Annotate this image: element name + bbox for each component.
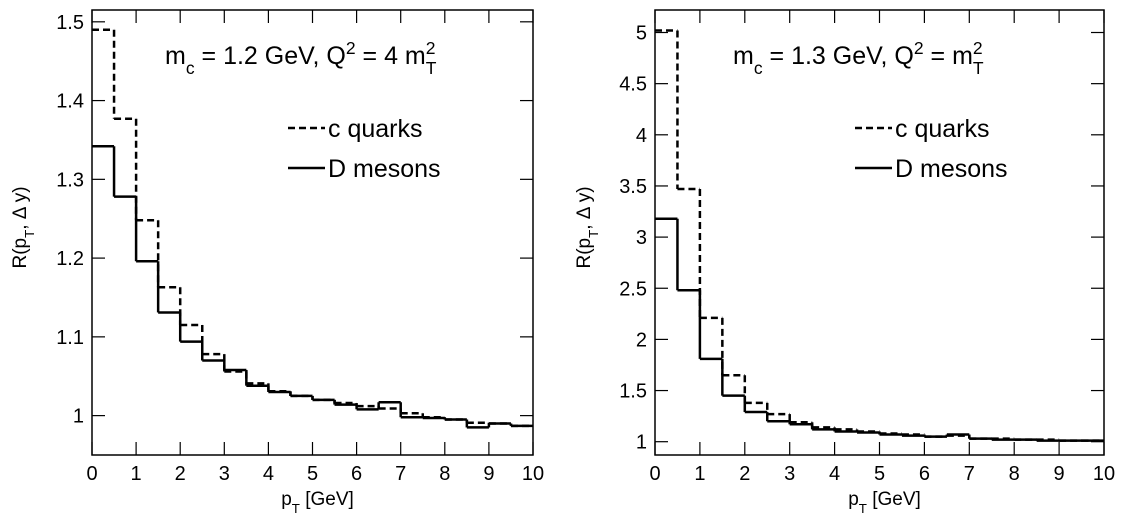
y-tick-label: 1.4	[56, 91, 84, 113]
text-part: T	[292, 501, 300, 516]
text-part: 2	[973, 38, 983, 58]
text-part: [GeV]	[867, 489, 921, 510]
text-part: T	[426, 58, 437, 78]
x-tick-label: 10	[522, 463, 544, 485]
text-part: T	[973, 58, 984, 78]
x-tick-label: 5	[874, 463, 885, 485]
x-tick-label: 7	[964, 463, 975, 485]
x-tick-label: 0	[649, 463, 660, 485]
text-part: = 1.3 GeV, Q	[763, 42, 914, 70]
y-tick-label: 3	[636, 227, 647, 249]
text-part: p	[281, 489, 292, 510]
legend-label: c quarks	[895, 115, 989, 143]
text-part: = m	[924, 42, 973, 70]
chart-panel: c quarks D mesons 1 1.1 1.2 1.3 1.4 1.5 0 1 2 3 4 5 6 7…	[10, 9, 544, 516]
y-tick-label: 1.5	[56, 12, 84, 34]
x-tick-label: 4	[829, 463, 840, 485]
y-tick-label: 1	[636, 432, 647, 454]
y-tick-label: 3.5	[619, 176, 647, 198]
annotation: mc = 1.2 GeV, Q2 = 4 m2 T	[165, 38, 437, 78]
y-tick-label: 1.5	[619, 381, 647, 403]
text-part: T	[859, 501, 867, 516]
text-part: 2	[426, 38, 436, 58]
x-tick-label: 2	[175, 463, 186, 485]
text-part: 2	[914, 38, 924, 58]
text-part: [GeV]	[300, 489, 354, 510]
x-tick-label: 5	[307, 463, 318, 485]
x-axis-label: pT [GeV]	[848, 489, 921, 516]
y-axis-label: R(pT, Δ y)	[574, 186, 601, 268]
y-tick-label: 1.2	[56, 248, 84, 270]
x-tick-label: 3	[784, 463, 795, 485]
text-part: m	[733, 42, 754, 70]
text-part: c	[186, 58, 195, 78]
x-tick-label: 10	[1093, 463, 1115, 485]
text-part: 2	[346, 38, 356, 58]
y-tick-label: 4	[636, 125, 647, 147]
text-part: , Δ y)	[574, 186, 595, 229]
legend-label: c quarks	[328, 115, 422, 143]
x-tick-label: 8	[1009, 463, 1020, 485]
y-tick-label: 1	[73, 406, 84, 428]
text-part: = 4 m	[356, 42, 426, 70]
x-tick-label: 3	[219, 463, 230, 485]
text-part: R(p	[574, 238, 595, 269]
text-part: c	[754, 58, 763, 78]
y-tick-label: 4.5	[619, 74, 647, 96]
text-part: T	[22, 230, 37, 238]
text-part: m	[165, 42, 186, 70]
x-tick-label: 2	[739, 463, 750, 485]
x-tick-label: 8	[439, 463, 450, 485]
y-axis-label: R(pT, Δ y)	[10, 186, 37, 268]
legend-label: D mesons	[328, 155, 441, 183]
text-part: = 1.2 GeV, Q	[195, 42, 346, 70]
text-part: p	[848, 489, 859, 510]
y-tick-label: 2	[636, 329, 647, 351]
x-tick-label: 9	[483, 463, 494, 485]
x-tick-label: 7	[395, 463, 406, 485]
x-tick-label: 4	[263, 463, 274, 485]
x-tick-label: 0	[86, 463, 97, 485]
x-tick-label: 9	[1054, 463, 1065, 485]
x-axis-label: pT [GeV]	[281, 489, 354, 516]
x-tick-label: 6	[351, 463, 362, 485]
y-tick-label: 1.1	[56, 327, 84, 349]
x-tick-label: 1	[694, 463, 705, 485]
x-tick-label: 6	[919, 463, 930, 485]
text-part: R(p	[10, 238, 31, 269]
y-tick-label: 1.3	[56, 169, 84, 191]
annotation: mc = 1.3 GeV, Q2 = m2 T	[733, 38, 984, 78]
y-tick-label: 2.5	[619, 278, 647, 300]
x-tick-label: 1	[131, 463, 142, 485]
text-part: , Δ y)	[10, 186, 31, 229]
text-part: T	[586, 230, 601, 238]
legend-label: D mesons	[895, 155, 1008, 183]
y-tick-label: 5	[636, 23, 647, 45]
